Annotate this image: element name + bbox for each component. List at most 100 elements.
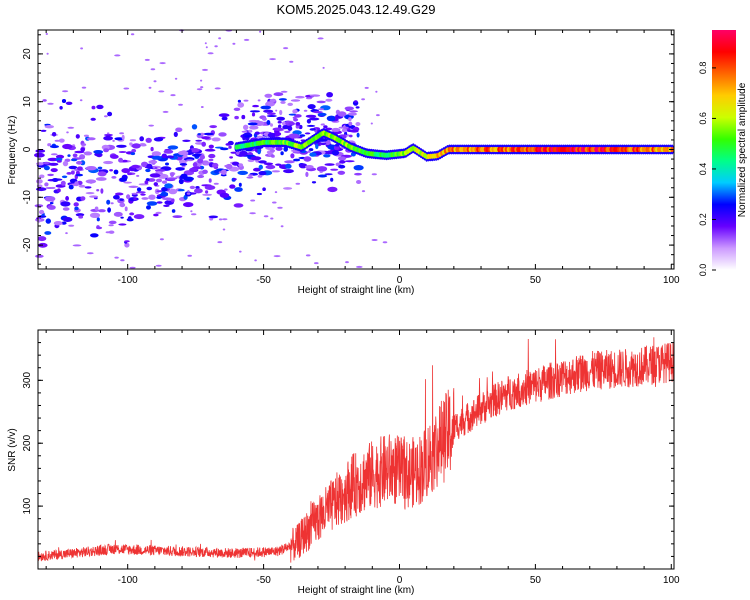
spectrogram-blob [250,156,262,161]
spectrogram-blob [201,136,211,140]
spectrogram-blob [171,209,176,213]
spectrogram-blob [324,173,333,176]
spectrogram-y-label: Frequency (Hz) [7,116,18,185]
spectrogram-blob [304,132,311,135]
spectrogram-blob [348,117,352,122]
spectrogram-blob [60,201,71,207]
spectrogram-blob [330,177,334,182]
spectrogram-outlier [280,90,288,93]
spectrogram-blob [315,143,319,150]
spectrogram-outlier [361,98,365,101]
spectrogram-blob [275,163,282,166]
spectrogram-blob [234,115,239,120]
spectrogram-blob [325,98,333,102]
spectrogram-outlier [222,228,226,231]
spectrogram-blob [208,215,219,219]
spectrogram-blob [127,172,132,176]
spectrogram-blob [39,209,45,215]
spectrogram-outlier [249,212,256,215]
spectrogram-outlier [275,109,278,112]
spectrogram-blob [202,193,213,196]
spectrogram-blob [74,206,79,211]
spectrogram-blob [43,165,50,171]
spectrogram-outlier [108,224,114,227]
spectrogram-blob [189,167,198,172]
spectrogram-blob [36,179,43,184]
snr-frame [37,329,675,570]
spectrogram-blob [50,168,58,173]
spectrogram-outlier [248,174,254,177]
spectrogram-blob [76,160,83,165]
spectrogram-blob [283,187,293,190]
spectrogram-outlier [305,254,311,257]
spectrogram-outlier [371,173,377,176]
spectrogram-blob [119,202,126,208]
spectrogram-blob [337,156,347,161]
spectrogram-blob [123,181,132,184]
y-tick-label: 100 [22,497,33,514]
spectrogram-blob [146,205,151,210]
spectrogram-outlier [376,114,380,117]
spectrogram-blob [262,187,266,191]
spectrogram-blob [96,217,100,222]
spectrogram-blob [110,154,119,159]
spectrogram-blob [195,186,200,189]
spectrogram-blob [264,93,273,98]
spectrogram-outlier [190,210,193,213]
spectrogram-blob [129,142,133,146]
spectrogram-blob [341,128,348,133]
spectrogram-blob [331,150,340,156]
spectrogram-blob [279,109,283,116]
spectrogram-blob [311,181,317,184]
spectrogram-blob [199,132,205,136]
spectrogram-outlier [263,215,269,218]
spectrogram-blob [45,218,51,224]
spectrogram-blob [65,196,69,201]
spectrogram-outlier [112,139,115,142]
spectrogram-blob [80,147,86,152]
spectrogram-blob [98,209,106,213]
spectrogram-blob [131,143,141,149]
spectrogram-blob [225,163,233,170]
spectrogram-outlier [178,103,183,106]
spectrogram-blob [118,157,124,163]
spectrogram-blob [61,175,68,179]
spectrogram-blob [337,170,346,175]
spectrogram-blob [273,92,284,97]
spectrogram-blob [50,145,59,149]
spectrogram-blob [178,150,189,156]
spectrogram-blob [47,205,56,210]
spectrogram-blob [140,193,146,196]
spectrogram-blob [84,186,92,189]
spectrogram-blob [309,128,316,131]
spectrogram-blob [285,163,292,169]
spectrogram-blob [107,111,113,117]
spectrogram-blob [306,124,316,127]
spectrogram-blob [114,192,124,196]
spectrogram-blob [119,198,124,201]
x-tick-label: -50 [256,575,271,586]
spectrogram-blob [199,154,205,160]
spectrogram-outlier [274,191,278,194]
spectrogram-blob [56,160,62,163]
spectrogram-outlier [104,115,108,118]
spectrogram-blob [339,160,346,164]
spectrogram-outlier [303,109,308,112]
spectrogram-blob [278,124,282,129]
snr-plot-area [38,330,674,569]
spectrogram-outlier [218,218,223,221]
spectrogram-blob [355,122,361,126]
spectrogram-blob [186,192,191,195]
spectrogram-blob [126,194,131,200]
spectrogram-blob [121,134,125,141]
spectrogram-blob [320,142,327,146]
spectrogram-outlier [187,254,192,257]
spectrogram-blob [148,194,156,200]
spectrogram-blob [338,164,346,169]
spectrogram-outlier [317,37,324,40]
y-tick-label: 20 [22,48,33,60]
spectrogram-outlier [150,68,156,71]
spectrogram-blob [203,132,214,136]
spectrogram-blob [76,166,83,171]
spectrogram-blob [276,116,286,121]
